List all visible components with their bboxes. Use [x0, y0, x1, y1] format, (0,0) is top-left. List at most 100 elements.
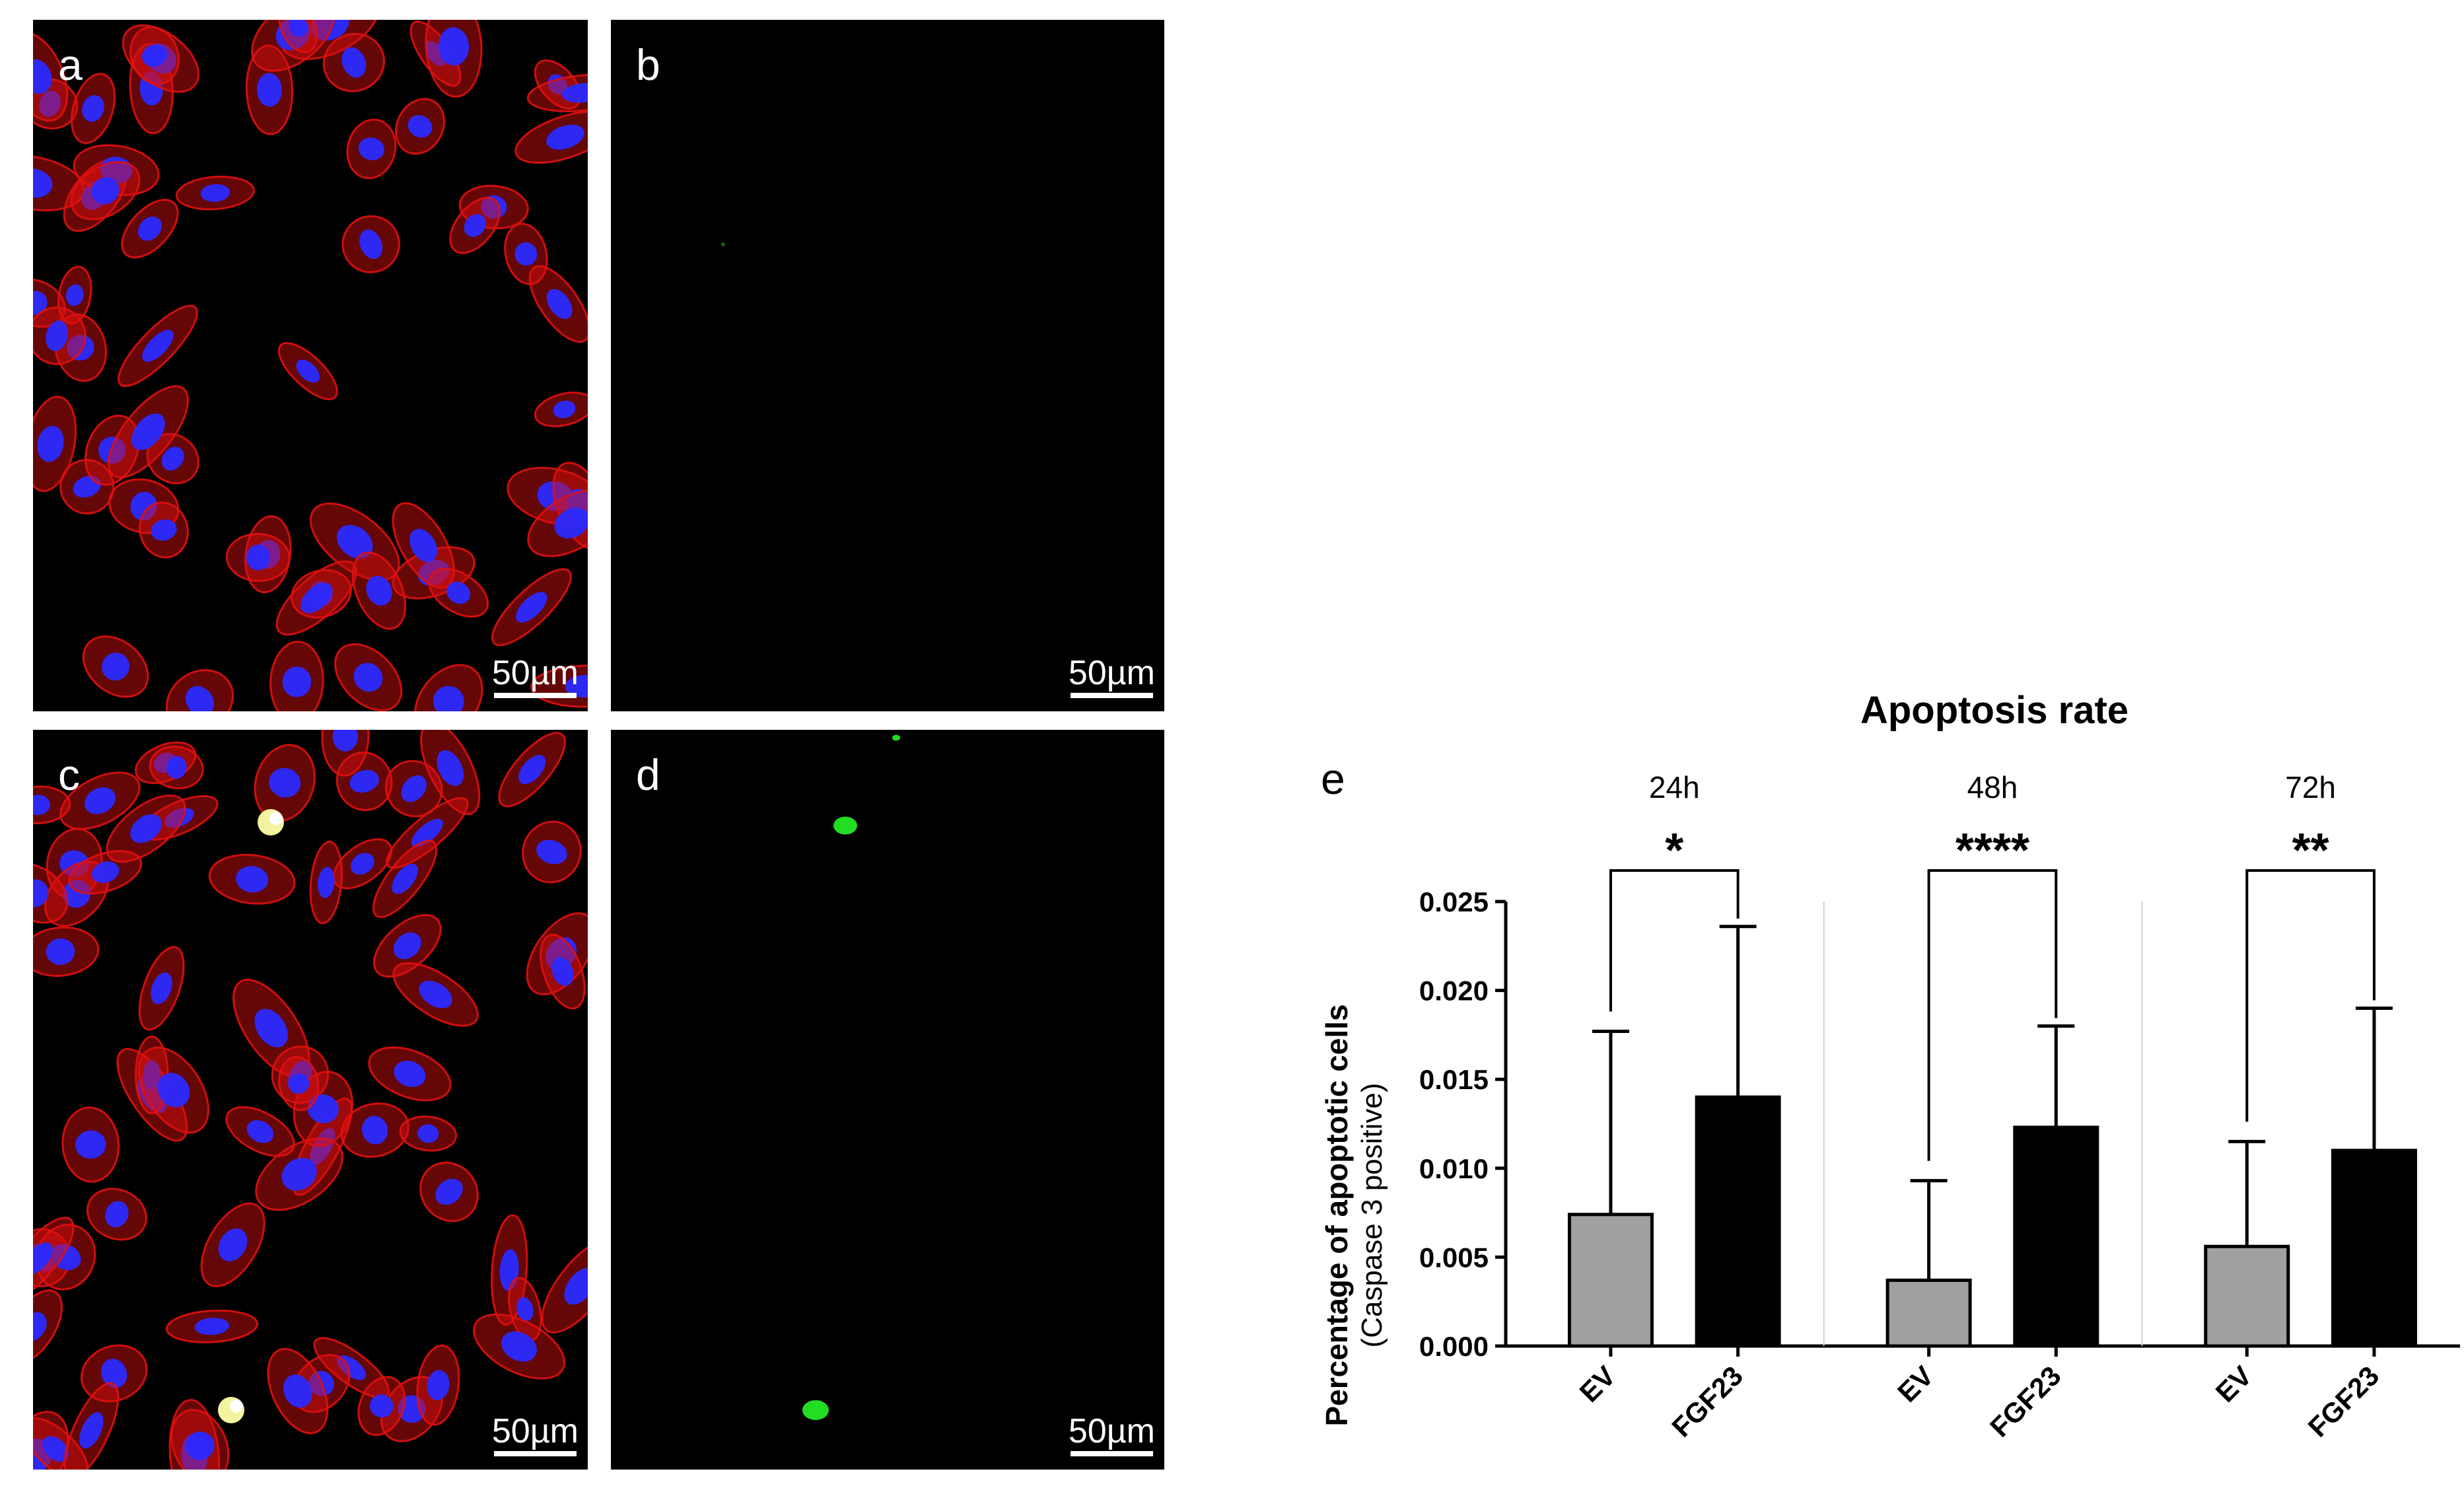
cell	[399, 1116, 458, 1152]
cell	[340, 1102, 409, 1158]
scalebar-line	[1070, 693, 1153, 698]
cell	[527, 489, 588, 557]
cell	[121, 199, 179, 259]
significance-bracket	[1609, 869, 1740, 1012]
cell	[269, 641, 324, 711]
chart-title: Apoptosis rate	[1860, 689, 2129, 732]
cell	[138, 946, 185, 1031]
cell	[44, 861, 110, 927]
cell	[267, 1347, 329, 1435]
bar-ev	[1885, 1278, 1972, 1348]
cell	[165, 1309, 259, 1343]
cell	[277, 341, 338, 400]
cell	[61, 1106, 120, 1183]
cell	[146, 433, 199, 485]
cell	[449, 197, 501, 254]
cell	[491, 568, 572, 647]
significance-bracket	[1927, 869, 2058, 1161]
cell	[392, 502, 455, 589]
cell	[278, 20, 318, 53]
cell	[33, 396, 77, 492]
cell	[57, 266, 92, 325]
cell	[334, 643, 403, 711]
cell	[33, 278, 66, 328]
cell	[165, 669, 234, 711]
cells-layer	[33, 20, 588, 711]
cell	[129, 26, 180, 85]
panel-letter-e: e	[1321, 754, 1345, 803]
scalebar-label: 50µm	[491, 654, 579, 692]
bar-fgf23	[1695, 1095, 1781, 1348]
cell	[321, 730, 370, 777]
y-axis-sublabel: (Caspase 3 positive)	[1356, 1083, 1388, 1347]
cell	[504, 223, 548, 285]
scalebar-line	[493, 693, 577, 698]
micrograph-c: c 50µm	[33, 730, 588, 1470]
cell	[106, 794, 186, 863]
cell	[70, 160, 141, 221]
y-tick-label: 0.020	[1419, 976, 1489, 1007]
x-tick-label: FGF23	[1984, 1360, 2067, 1443]
group-label: 24h	[1649, 770, 1700, 804]
x-tick-label: FGF23	[2302, 1360, 2385, 1443]
bar-fgf23	[2013, 1125, 2099, 1348]
cell	[245, 44, 293, 135]
cell	[372, 913, 442, 978]
cell	[419, 1161, 479, 1223]
cell	[357, 1376, 406, 1437]
cell	[351, 551, 407, 630]
apoptosis-bar-chart: Apoptosis rate e Percentage of apoptotic…	[1320, 689, 2460, 1443]
cells-layer	[33, 730, 588, 1470]
scalebar-b: 50µm	[1069, 655, 1155, 698]
micrograph-a: a 50µm	[33, 20, 588, 711]
cell	[59, 771, 141, 830]
x-tick-label: EV	[1573, 1360, 1621, 1408]
cell	[118, 304, 198, 388]
cell	[425, 20, 483, 98]
scalebar-line	[1070, 1451, 1153, 1456]
micrograph-b: b 50µm	[611, 20, 1164, 711]
cell	[84, 414, 140, 486]
cell	[335, 751, 393, 812]
cell	[33, 306, 87, 365]
cell	[428, 567, 489, 618]
x-tick-label: EV	[1891, 1360, 1940, 1408]
scalebar-label: 50µm	[1068, 654, 1155, 692]
y-tick-label: 0.005	[1419, 1242, 1489, 1273]
cell	[341, 215, 400, 273]
cell	[33, 1289, 63, 1365]
scalebar-d: 50µm	[1069, 1413, 1155, 1456]
cell	[420, 730, 481, 816]
cell	[208, 853, 296, 905]
bar-fgf23	[2331, 1149, 2417, 1348]
cell	[528, 265, 588, 343]
cell	[139, 501, 189, 559]
cell	[368, 1046, 452, 1102]
cell	[59, 458, 115, 515]
cell	[63, 1382, 120, 1470]
significance-stars: **	[2292, 824, 2329, 877]
panel-letter-b: b	[636, 40, 660, 89]
panel-letter-c: c	[58, 750, 80, 799]
scalebar-c: 50µm	[492, 1413, 579, 1456]
caspase-positive-cell	[833, 816, 857, 835]
cell	[33, 926, 100, 977]
y-tick-label: 0.025	[1419, 886, 1489, 917]
cell	[80, 1344, 148, 1403]
cell	[384, 760, 443, 818]
bar-ev	[2204, 1244, 2290, 1348]
cell	[33, 1417, 89, 1470]
cell	[138, 1046, 209, 1134]
caspase-positive-cell	[802, 1400, 829, 1420]
bar-ev	[1567, 1213, 1654, 1348]
scalebar-a: 50µm	[492, 655, 579, 698]
cell	[386, 797, 469, 869]
cell	[392, 962, 479, 1027]
cell	[86, 1188, 147, 1241]
cells-layer	[721, 242, 725, 246]
cell	[534, 391, 588, 427]
cell	[107, 385, 190, 479]
cell	[522, 820, 582, 884]
cell	[200, 1202, 265, 1287]
cell	[70, 73, 116, 145]
